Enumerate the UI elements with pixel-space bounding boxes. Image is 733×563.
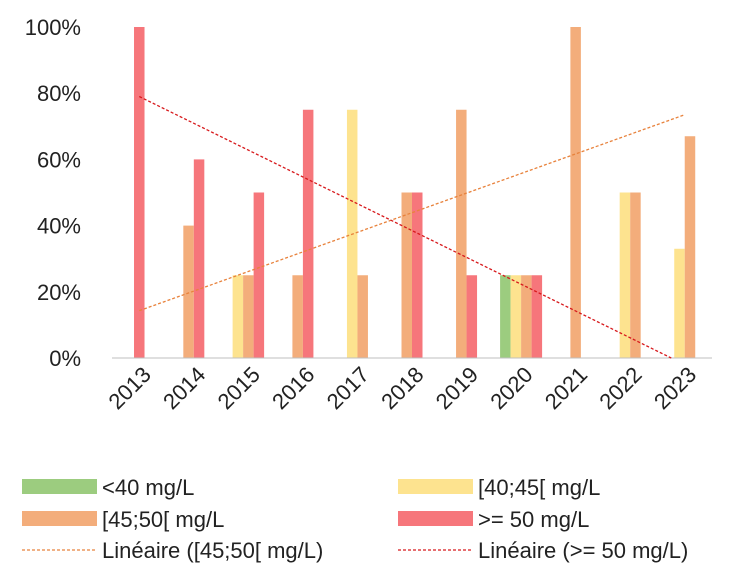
legend-entry: >= 50 mg/L xyxy=(398,507,589,532)
bar xyxy=(412,192,423,358)
bar xyxy=(292,275,303,358)
legend-label: <40 mg/L xyxy=(102,475,194,500)
y-tick-label: 100% xyxy=(25,15,81,40)
legend-swatch xyxy=(22,511,97,526)
legend-entry: Linéaire ([45;50[ mg/L) xyxy=(22,538,323,563)
legend-swatch xyxy=(398,479,473,494)
bar xyxy=(570,27,581,358)
bar xyxy=(253,192,265,358)
legend-label: [45;50[ mg/L xyxy=(102,507,224,532)
trendlines xyxy=(138,95,685,359)
legend-label: Linéaire ([45;50[ mg/L) xyxy=(102,538,323,563)
bar xyxy=(193,159,205,358)
legend-entry: [45;50[ mg/L xyxy=(22,507,224,532)
x-tick-label: 2021 xyxy=(540,362,592,414)
y-tick-label: 60% xyxy=(37,147,81,172)
bar xyxy=(357,275,368,358)
bar xyxy=(521,275,532,358)
x-axis-labels: 2013 2014 2015 2016 2017 2018 2019 2020 2021 2022… xyxy=(104,362,702,414)
bar xyxy=(630,192,641,358)
legend-label: >= 50 mg/L xyxy=(478,507,589,532)
y-tick-label: 20% xyxy=(37,280,81,305)
legend-entry: Linéaire (>= 50 mg/L) xyxy=(398,538,688,563)
x-tick-label: 2013 xyxy=(104,362,156,414)
x-tick-label: 2019 xyxy=(431,362,483,414)
x-tick-label: 2016 xyxy=(267,362,319,414)
bar xyxy=(674,248,685,358)
bar xyxy=(466,275,478,358)
legend-swatch xyxy=(22,479,97,494)
legend-label: [40;45[ mg/L xyxy=(478,475,600,500)
legend-entry: <40 mg/L xyxy=(22,475,194,500)
y-tick-label: 0% xyxy=(49,346,81,371)
x-tick-label: 2014 xyxy=(158,362,210,414)
bar xyxy=(619,192,631,358)
legend-label: Linéaire (>= 50 mg/L) xyxy=(478,538,688,563)
bar xyxy=(243,275,254,358)
trendline xyxy=(139,114,685,312)
bar xyxy=(302,109,314,358)
y-tick-label: 40% xyxy=(37,214,81,239)
bars xyxy=(134,27,696,358)
bar xyxy=(684,136,696,358)
trendline xyxy=(138,95,672,359)
legend-entry: [40;45[ mg/L xyxy=(398,475,600,500)
bar xyxy=(500,275,511,358)
x-tick-label: 2022 xyxy=(594,362,646,414)
bar xyxy=(401,192,412,358)
y-axis-ticks: 0% 20% 40% 60% 80% 100% xyxy=(25,15,81,371)
bar xyxy=(134,27,145,358)
legend: <40 mg/L [40;45[ mg/L [45;50[ mg/L >= 50 mg… xyxy=(22,475,688,563)
legend-swatch xyxy=(398,511,473,526)
bar xyxy=(456,109,467,358)
x-tick-label: 2015 xyxy=(213,362,265,414)
bar xyxy=(531,275,543,358)
y-tick-label: 80% xyxy=(37,81,81,106)
x-tick-label: 2018 xyxy=(376,362,428,414)
bar xyxy=(183,225,194,358)
x-tick-label: 2023 xyxy=(649,362,701,414)
x-tick-label: 2017 xyxy=(322,362,374,414)
bar xyxy=(232,275,244,358)
bar xyxy=(510,275,522,358)
x-tick-label: 2020 xyxy=(485,362,537,414)
